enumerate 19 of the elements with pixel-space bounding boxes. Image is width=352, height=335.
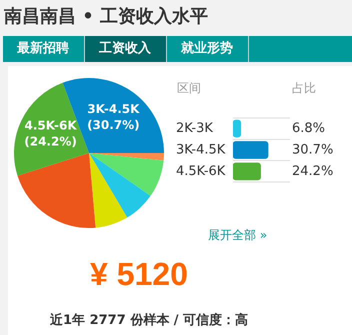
data-label: 6.8% [292,120,326,136]
y-tick-label: 2K-3K [176,120,214,136]
slice-label: 3K-4.5K [87,102,140,116]
text: 最新招聘 [3,36,85,62]
text: 占比 [292,80,316,97]
chart-title: 南昌南昌 • 工资收入水平 [4,5,208,28]
text: 展开全部 » [208,227,268,244]
data-label: 24.2% [292,164,334,179]
text: 近1年 2777 份样本 / 可信度：高 [50,312,248,329]
data-label: (24.2%) [24,134,77,148]
y-tick-label: 3K-4.5K [176,142,226,158]
data-label: 30.7% [292,142,334,158]
text: 就业形势 [167,36,249,62]
text: ¥ 5120 [90,256,188,293]
text: 工资收入 [85,36,167,62]
slice-label: 4.5K-6K [24,118,78,132]
text: 区间 [177,80,201,97]
y-tick-label: 4.5K-6K [176,164,226,179]
data-label: (30.7%) [87,118,140,132]
